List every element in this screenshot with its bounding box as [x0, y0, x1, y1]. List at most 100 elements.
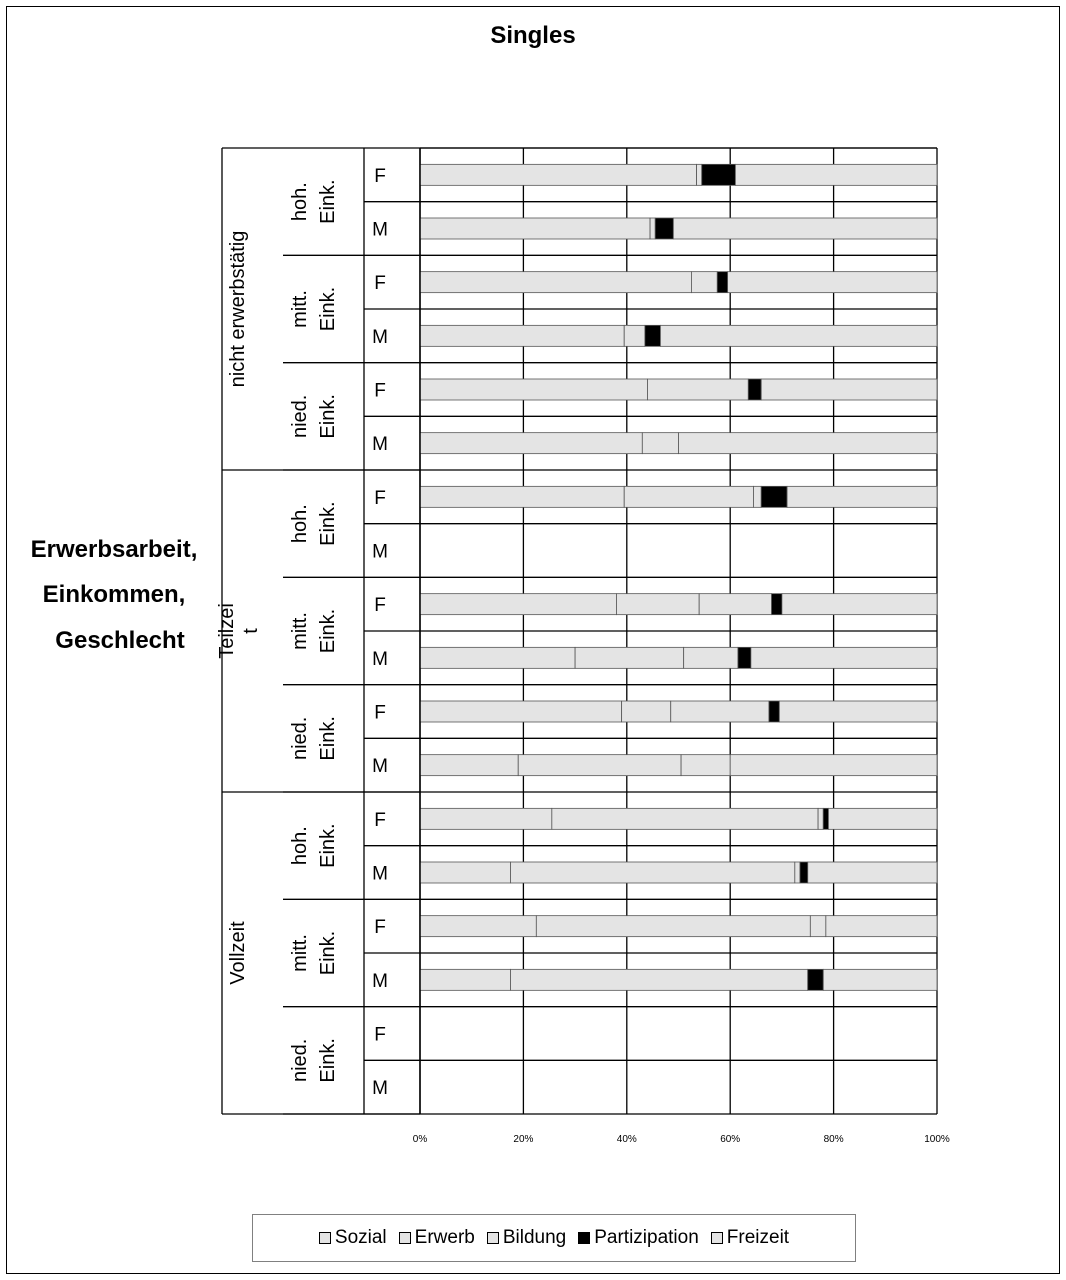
chart-frame [6, 6, 1060, 1274]
x-tick-label: 80% [824, 1134, 844, 1145]
category-label-m: M [372, 1078, 388, 1099]
bar-segment-erwerb [574, 646, 685, 669]
legend-label-erwerb: Erwerb [414, 1227, 475, 1248]
legend-swatch-sozial [318, 1232, 331, 1244]
y-axis-title-line: Einkommen, [43, 581, 186, 608]
legend-swatch-partizipation [578, 1232, 591, 1244]
legend-item-sozial: Sozial [318, 1227, 387, 1249]
category-label-m: M [372, 649, 388, 670]
x-tick-label: 0% [413, 1134, 428, 1145]
category-label-f: F [374, 703, 386, 724]
subgroup-label: Eink. [317, 394, 339, 438]
subgroup-label: Eink. [317, 931, 339, 975]
bar-segment-erwerb [621, 700, 672, 723]
category-label-f: F [374, 273, 386, 294]
bar-segment-partizipation [771, 593, 783, 616]
bar-segment-freizeit [778, 700, 938, 723]
bar-segment-erwerb [623, 485, 754, 508]
subgroup-label: hoh. [289, 504, 311, 543]
bar-segment-partizipation [807, 968, 824, 991]
bar-segment-freizeit [807, 861, 938, 884]
legend-item-freizeit: Freizeit [710, 1227, 790, 1249]
bar-segment-sozial [419, 646, 576, 669]
bar-segment-freizeit [828, 807, 938, 830]
y-axis-title-line: Erwerbsarbeit, [31, 536, 198, 563]
bar-segment-bildung [670, 700, 770, 723]
x-tick-label: 40% [617, 1134, 637, 1145]
bar-segment-erwerb [517, 754, 682, 777]
bar-segment-freizeit [822, 968, 938, 991]
legend-item-bildung: Bildung [486, 1227, 566, 1249]
x-tick-label: 60% [720, 1134, 740, 1145]
bar-segment-sozial [419, 271, 692, 294]
category-label-m: M [372, 864, 388, 885]
bar-segment-partizipation [768, 700, 780, 723]
bar-segment-bildung [698, 593, 772, 616]
bar-segment-bildung [696, 163, 703, 186]
subgroup-label: nied. [289, 717, 311, 760]
x-tick-label: 20% [513, 1134, 533, 1145]
category-label-f: F [374, 595, 386, 616]
subgroup-label: mitt. [289, 290, 311, 328]
subgroup-label: hoh. [289, 826, 311, 865]
subgroup-label: Eink. [317, 823, 339, 867]
bar-segment-partizipation [822, 807, 829, 830]
bar-segment-bildung [680, 754, 731, 777]
subgroup-label: Eink. [317, 287, 339, 331]
group-label: Teilzei [216, 603, 238, 659]
bar-segment-sozial [419, 754, 519, 777]
subgroup-label: mitt. [289, 612, 311, 650]
subgroup-label: Eink. [317, 501, 339, 545]
category-label-m: M [372, 756, 388, 777]
bar-segment-erwerb [510, 861, 796, 884]
bar-segment-sozial [419, 700, 623, 723]
legend-item-partizipation: Partizipation [578, 1227, 699, 1249]
bar-segment-erwerb [510, 968, 809, 991]
bar-segment-freizeit [678, 432, 938, 455]
bar-segment-bildung [817, 807, 824, 830]
bar-segment-partizipation [644, 324, 661, 347]
group-label: Vollzeit [227, 921, 249, 985]
category-label-f: F [374, 810, 386, 831]
subgroup-label: nied. [289, 395, 311, 438]
bar-segment-freizeit [825, 915, 938, 938]
bar-segment-freizeit [729, 754, 938, 777]
category-label-f: F [374, 917, 386, 938]
bar-segment-partizipation [716, 271, 729, 294]
legend-label-sozial: Sozial [334, 1227, 387, 1248]
bar-segment-freizeit [672, 217, 938, 240]
subgroup-label: mitt. [289, 934, 311, 972]
bar-segment-erwerb [616, 593, 700, 616]
bar-segment-partizipation [737, 646, 752, 669]
bar-segment-freizeit [727, 271, 938, 294]
bar-segment-sozial [419, 968, 511, 991]
legend-item-erwerb: Erwerb [398, 1227, 475, 1249]
subgroup-label: Eink. [317, 179, 339, 223]
bar-segment-freizeit [660, 324, 938, 347]
category-label-m: M [372, 327, 388, 348]
bar-segment-bildung [647, 378, 749, 401]
subgroup-label: Eink. [317, 1038, 339, 1082]
legend-label-freizeit: Freizeit [726, 1227, 790, 1248]
subgroup-label: Eink. [317, 609, 339, 653]
category-label-f: F [374, 1025, 386, 1046]
group-label: t [240, 628, 262, 634]
bar-segment-freizeit [760, 378, 938, 401]
bar-segment-sozial [419, 807, 553, 830]
category-label-m: M [372, 220, 388, 241]
bar-segment-bildung [683, 646, 739, 669]
bar-segment-sozial [419, 217, 651, 240]
bar-segment-sozial [419, 485, 625, 508]
subgroup-label: Eink. [317, 716, 339, 760]
y-axis-title-line: Geschlecht [55, 627, 184, 654]
bar-segment-bildung [649, 217, 656, 240]
bar-segment-sozial [419, 163, 697, 186]
bar-segment-partizipation [760, 485, 788, 508]
category-label-m: M [372, 434, 388, 455]
x-tick-label: 100% [924, 1134, 950, 1145]
bar-segment-freizeit [734, 163, 938, 186]
chart-title: Singles [490, 22, 576, 49]
bar-segment-bildung [691, 271, 718, 294]
category-label-m: M [372, 542, 388, 563]
